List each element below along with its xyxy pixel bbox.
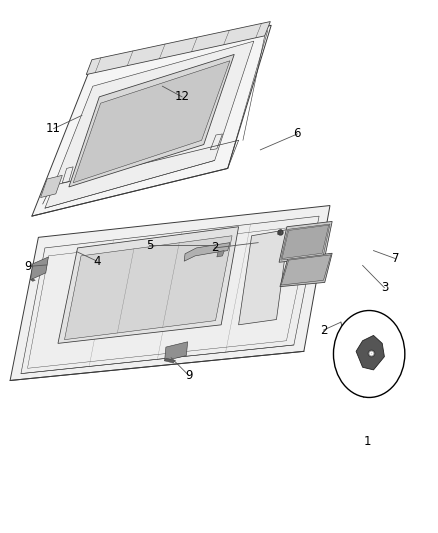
Text: 9: 9 bbox=[24, 260, 31, 273]
Text: 6: 6 bbox=[293, 127, 301, 140]
Text: 2: 2 bbox=[320, 324, 327, 337]
Polygon shape bbox=[282, 225, 328, 259]
Polygon shape bbox=[58, 227, 239, 343]
Text: 2: 2 bbox=[211, 241, 219, 254]
Polygon shape bbox=[73, 61, 230, 183]
Polygon shape bbox=[278, 229, 281, 235]
Polygon shape bbox=[184, 243, 230, 261]
Polygon shape bbox=[165, 342, 187, 361]
Polygon shape bbox=[45, 41, 254, 208]
Text: 5: 5 bbox=[146, 239, 153, 252]
Polygon shape bbox=[356, 335, 385, 370]
Polygon shape bbox=[64, 236, 232, 340]
Polygon shape bbox=[281, 224, 330, 260]
Text: 9: 9 bbox=[185, 369, 192, 382]
Polygon shape bbox=[217, 251, 224, 257]
Text: 1: 1 bbox=[363, 435, 371, 448]
Text: 3: 3 bbox=[381, 281, 388, 294]
Polygon shape bbox=[32, 25, 271, 216]
Polygon shape bbox=[281, 255, 331, 285]
Text: 7: 7 bbox=[392, 252, 399, 265]
Text: 12: 12 bbox=[174, 90, 190, 103]
Circle shape bbox=[333, 311, 405, 398]
Polygon shape bbox=[10, 206, 330, 381]
Polygon shape bbox=[31, 257, 48, 280]
Text: 4: 4 bbox=[93, 255, 101, 268]
Polygon shape bbox=[239, 229, 289, 325]
Polygon shape bbox=[165, 358, 176, 363]
Polygon shape bbox=[41, 175, 62, 198]
Polygon shape bbox=[69, 54, 234, 187]
Polygon shape bbox=[86, 21, 270, 75]
Text: 11: 11 bbox=[46, 122, 61, 135]
Polygon shape bbox=[31, 279, 35, 281]
Polygon shape bbox=[279, 221, 332, 262]
Polygon shape bbox=[280, 253, 332, 287]
Polygon shape bbox=[21, 216, 319, 374]
